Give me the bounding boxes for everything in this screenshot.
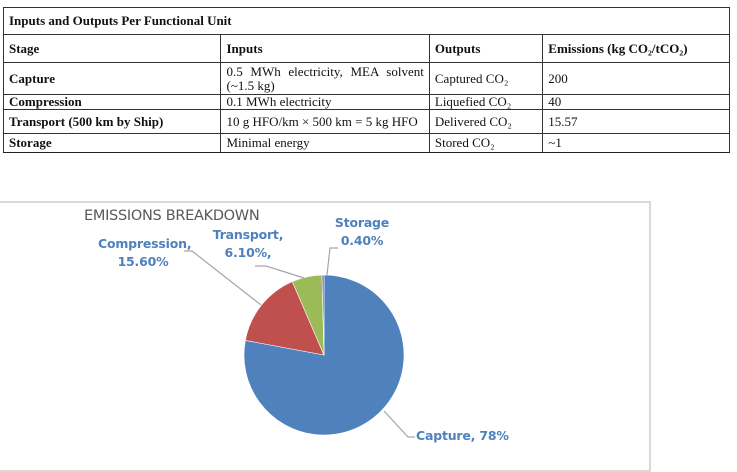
leader-lines bbox=[184, 247, 415, 438]
label-capture: Capture, 78% bbox=[416, 428, 509, 443]
outputs-cell: Delivered CO₂ bbox=[428, 109, 544, 134]
outputs-cell: Stored CO₂ bbox=[428, 133, 544, 153]
inputs-cell: 10 g HFO/km × 500 km = 5 kg HFO bbox=[220, 109, 430, 134]
leader-line-storage bbox=[326, 247, 338, 276]
inputs-cell: Minimal energy bbox=[220, 133, 430, 153]
inputs-cell: 0.5 MWh electricity, MEA solvent (~1.5 k… bbox=[220, 62, 430, 95]
table-title: Inputs and Outputs Per Functional Unit bbox=[3, 7, 730, 35]
header-outputs: Outputs bbox=[428, 34, 544, 63]
outputs-cell: Liquefied CO₂ bbox=[428, 94, 544, 110]
stage-cell: Capture bbox=[2, 62, 222, 95]
label-compression: Compression, 15.60% bbox=[98, 236, 192, 269]
header-emissions: Emissions (kg CO₂/tCO₂) bbox=[542, 34, 730, 63]
table-row: Storage Minimal energy Stored CO₂ ~1 bbox=[2, 133, 730, 153]
pie-slice-compression bbox=[244, 281, 325, 356]
stage-cell: Transport (500 km by Ship) bbox=[2, 109, 222, 134]
table-row: Compression 0.1 MWh electricity Liquefie… bbox=[2, 94, 730, 110]
leader-line-capture bbox=[383, 410, 415, 438]
table-row: Transport (500 km by Ship) 10 g HFO/km ×… bbox=[2, 109, 730, 134]
inputs-outputs-table: Inputs and Outputs Per Functional Unit S… bbox=[2, 7, 730, 153]
emissions-cell: 15.57 bbox=[542, 109, 730, 134]
emissions-cell: ~1 bbox=[542, 133, 730, 153]
stage-cell: Storage bbox=[2, 133, 222, 153]
pie-slices bbox=[243, 274, 405, 436]
leader-line-compression bbox=[184, 250, 262, 306]
header-stage: Stage bbox=[2, 34, 222, 63]
chart-title: EMISSIONS BREAKDOWN bbox=[84, 208, 260, 224]
leader-line-transport bbox=[255, 265, 305, 279]
pie-slice-storage bbox=[321, 274, 325, 356]
label-transport: Transport, 6.10%, bbox=[212, 227, 284, 260]
outputs-cell: Captured CO₂ bbox=[428, 62, 544, 95]
label-storage: Storage 0.40% bbox=[334, 215, 390, 248]
